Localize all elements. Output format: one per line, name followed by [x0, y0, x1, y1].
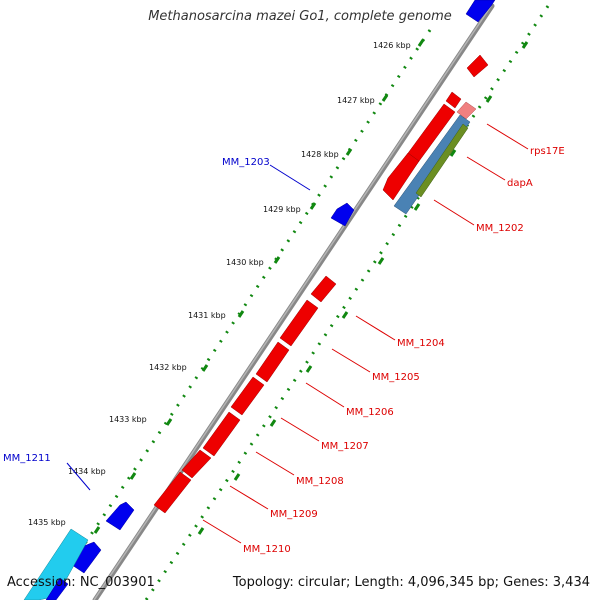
leader-mm-1206	[305, 382, 345, 408]
tick-mark	[201, 364, 209, 372]
label-leaders	[66, 123, 529, 544]
label-mm-1207[interactable]: MM_1207	[321, 441, 369, 452]
accession-text: Accession: NC_003901	[7, 575, 155, 590]
tick-mark	[273, 256, 281, 264]
label-mm-1210[interactable]: MM_1210	[243, 544, 291, 555]
tick-mark	[237, 310, 245, 318]
label-mm-1209[interactable]: MM_1209	[270, 509, 318, 520]
tick-mark	[485, 95, 493, 103]
leader-mm-1203	[269, 164, 311, 191]
gene-mm-1202-steelblue[interactable]	[393, 114, 471, 215]
gene-mm-1209[interactable]	[181, 449, 212, 479]
tick-mark	[197, 527, 205, 535]
label-mm-1204[interactable]: MM_1204	[397, 338, 445, 349]
gene-mm-1210[interactable]	[153, 471, 192, 514]
tick-track-outer	[45, 29, 432, 600]
forward-strand-features	[23, 0, 496, 600]
leader-mm-1209	[229, 485, 269, 510]
tick-label: 1434 kbp	[68, 467, 106, 476]
tick-mark	[377, 257, 385, 265]
tick-label: 1433 kbp	[109, 415, 147, 424]
leader-mm-1207	[280, 417, 320, 442]
label-mm-1208[interactable]: MM_1208	[296, 476, 344, 487]
gene-mm-1206[interactable]	[255, 341, 290, 383]
major-ticks-inner	[197, 41, 529, 535]
topology-text: Topology: circular; Length: 4,096,345 bp…	[232, 575, 590, 590]
map-title-text: Methanosarcina mazei Go1, complete genom…	[148, 9, 452, 24]
leader-mm-1211	[66, 462, 91, 491]
tick-label: 1431 kbp	[188, 311, 226, 320]
gene-mm-1203[interactable]	[330, 202, 355, 227]
tick-label: 1428 kbp	[301, 150, 339, 159]
label-rps17e[interactable]: rps17E	[530, 146, 565, 157]
tick-label: 1426 kbp	[373, 41, 411, 50]
tick-mark	[269, 419, 277, 427]
label-dapa[interactable]: dapA	[507, 178, 533, 189]
label-mm-1202[interactable]: MM_1202	[476, 223, 524, 234]
leader-mm-1202	[433, 199, 475, 226]
tick-mark	[93, 526, 101, 534]
gene-reverse[interactable]	[382, 152, 420, 201]
tick-mark	[129, 472, 137, 480]
label-mm-1211[interactable]: MM_1211	[3, 453, 51, 464]
gene-reverse[interactable]	[466, 54, 489, 78]
tick-label: 1427 kbp	[337, 96, 375, 105]
tick-mark	[233, 473, 241, 481]
tick-label: 1432 kbp	[149, 363, 187, 372]
major-ticks-outer	[93, 39, 425, 534]
leader-mm-1205	[331, 348, 371, 373]
gene-reverse[interactable]	[445, 91, 462, 109]
tick-mark	[417, 39, 425, 47]
label-mm-1205[interactable]: MM_1205	[372, 372, 420, 383]
map-title: Methanosarcina mazei Go1, complete genom…	[0, 9, 600, 24]
label-mm-1203[interactable]: MM_1203	[222, 157, 270, 168]
tick-mark	[305, 365, 313, 373]
gene-mm-1205[interactable]	[279, 299, 319, 347]
tick-mark	[309, 202, 317, 210]
leader-rps17e	[486, 123, 529, 150]
gene-forward[interactable]	[45, 577, 69, 600]
gene-forward[interactable]	[465, 0, 496, 23]
gene-dapa-olive[interactable]	[415, 123, 469, 198]
tick-labels: 1426 kbp 1427 kbp 1428 kbp 1429 kbp 1430…	[28, 41, 411, 527]
tick-label: 1435 kbp	[28, 518, 66, 527]
tick-mark	[521, 41, 529, 49]
tick-mark	[381, 94, 389, 102]
gene-mm-1207[interactable]	[230, 376, 265, 416]
tick-mark	[345, 148, 353, 156]
tick-label: 1429 kbp	[263, 205, 301, 214]
reverse-strand-features	[153, 54, 489, 514]
gene-forward[interactable]	[105, 501, 135, 531]
leader-dapa	[466, 156, 506, 181]
tick-mark	[165, 418, 173, 426]
label-mm-1206[interactable]: MM_1206	[346, 407, 394, 418]
leader-mm-1210	[202, 519, 242, 544]
gene-mm-1204[interactable]	[310, 275, 337, 303]
tick-mark	[413, 203, 421, 211]
leader-mm-1204	[355, 315, 396, 341]
gene-mm-1208[interactable]	[202, 411, 241, 457]
tick-mark	[341, 311, 349, 319]
tick-label: 1430 kbp	[226, 258, 264, 267]
leader-mm-1208	[255, 451, 295, 476]
gene-labels: MM_1203 MM_1211 rps17E dapA MM_1202 MM_1…	[3, 146, 565, 555]
tick-mark	[449, 149, 457, 157]
